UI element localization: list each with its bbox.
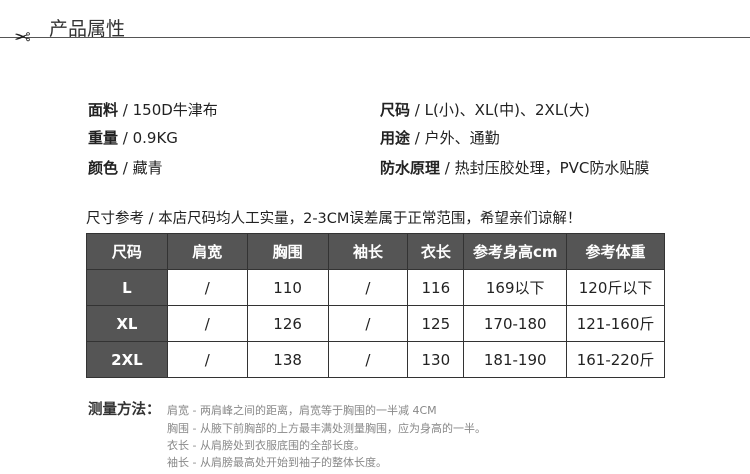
table-cell: / bbox=[327, 341, 409, 378]
header-divider bbox=[0, 37, 750, 38]
table-cell: 110 bbox=[246, 269, 329, 306]
table-cell: 169以下 bbox=[463, 269, 568, 306]
table-cell: / bbox=[166, 269, 248, 306]
attr-usage: 用途 / 户外、通勤 bbox=[380, 129, 500, 147]
section-title: 产品属性 bbox=[49, 18, 126, 40]
attr-color: 颜色 / 藏青 bbox=[88, 159, 163, 177]
table-cell: 116 bbox=[407, 269, 465, 306]
attr-size: 尺码 / L(小)、XL(中)、2XL(大) bbox=[380, 101, 590, 119]
table-cell: 125 bbox=[407, 305, 465, 342]
measurement-line: 胸围 - 从腋下前胸部的上方最丰满处测量胸围，应为身高的一半。 bbox=[167, 422, 486, 435]
table-cell: 138 bbox=[246, 341, 329, 378]
header-cell: 肩宽 bbox=[166, 233, 248, 270]
table-cell: 181-190 bbox=[463, 341, 568, 378]
table-row: XL / 126 / 125 170-180 121-160斤 bbox=[86, 305, 665, 342]
table-cell: 120斤以下 bbox=[566, 269, 665, 306]
table-row: L / 110 / 116 169以下 120斤以下 bbox=[86, 269, 665, 306]
size-table: 尺码 肩宽 胸围 袖长 衣长 参考身高cm 参考体重 L / 110 / 116… bbox=[86, 233, 665, 378]
attr-waterproof: 防水原理 / 热封压胶处理，PVC防水贴膜 bbox=[380, 159, 650, 177]
header-cell: 袖长 bbox=[327, 233, 409, 270]
size-cell: XL bbox=[86, 305, 168, 342]
size-cell: 2XL bbox=[86, 341, 168, 378]
size-note: 尺寸参考 / 本店尺码均人工实量，2-3CM误差属于正常范围，希望亲们谅解！ bbox=[86, 211, 582, 227]
size-cell: L bbox=[86, 269, 168, 306]
table-cell: 161-220斤 bbox=[566, 341, 665, 378]
header-cell: 尺码 bbox=[86, 233, 168, 270]
measurement-label: 测量方法： bbox=[88, 402, 161, 418]
table-cell: 126 bbox=[246, 305, 329, 342]
header-cell: 衣长 bbox=[407, 233, 465, 270]
attr-weight: 重量 / 0.9KG bbox=[88, 129, 178, 147]
measurement-line: 肩宽 - 两肩峰之间的距离，肩宽等于胸围的一半减 4CM bbox=[167, 404, 437, 417]
table-cell: / bbox=[166, 305, 248, 342]
measurement-line: 袖长 - 从肩膀最高处开始到袖子的整体长度。 bbox=[167, 456, 387, 469]
table-cell: / bbox=[327, 269, 409, 306]
table-cell: / bbox=[166, 341, 248, 378]
table-cell: 170-180 bbox=[463, 305, 568, 342]
table-row: 2XL / 138 / 130 181-190 161-220斤 bbox=[86, 341, 665, 378]
table-cell: 121-160斤 bbox=[566, 305, 665, 342]
table-header-row: 尺码 肩宽 胸围 袖长 衣长 参考身高cm 参考体重 bbox=[86, 233, 665, 270]
measurement-line: 衣长 - 从肩膀处到衣服底围的全部长度。 bbox=[167, 439, 365, 452]
attr-fabric: 面料 / 150D牛津布 bbox=[88, 101, 218, 119]
table-cell: / bbox=[327, 305, 409, 342]
header-cell: 参考身高cm bbox=[463, 233, 568, 270]
table-cell: 130 bbox=[407, 341, 465, 378]
header-cell: 胸围 bbox=[246, 233, 329, 270]
header-cell: 参考体重 bbox=[566, 233, 665, 270]
scissors-icon: ✂ bbox=[14, 25, 31, 49]
